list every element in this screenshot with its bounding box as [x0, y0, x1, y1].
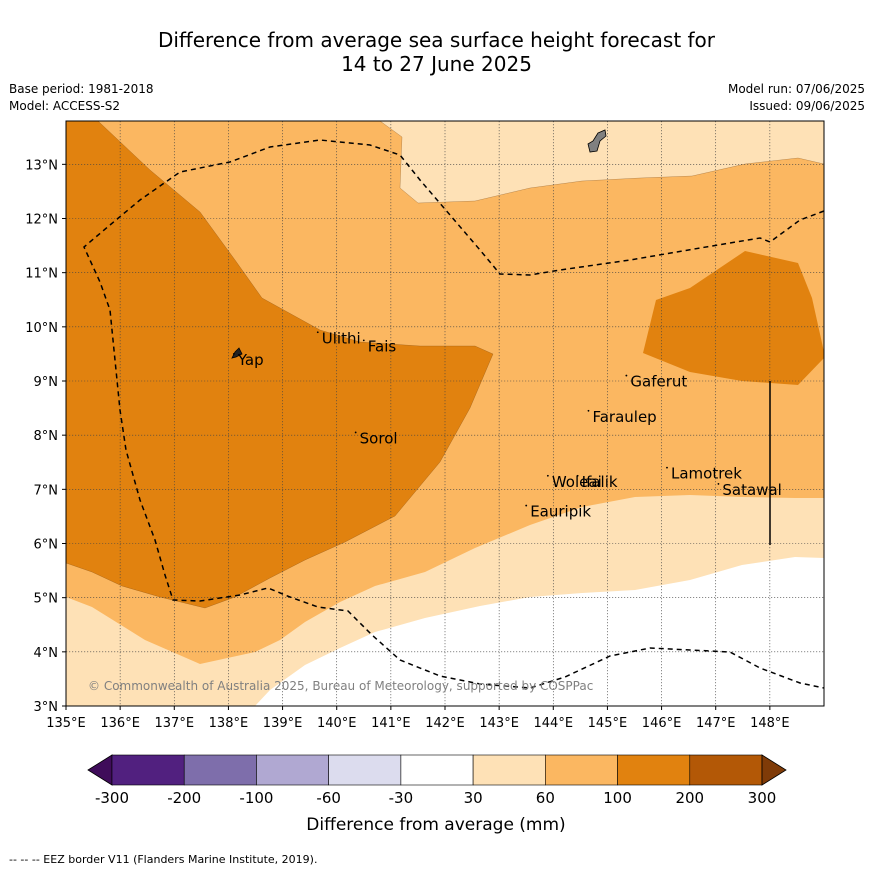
title-line-1: Difference from average sea surface heig… — [157, 28, 716, 52]
issued-text: Issued: 09/06/2025 — [749, 99, 865, 113]
lon-tick-label: 143°E — [479, 716, 519, 731]
lon-tick-label: 146°E — [642, 716, 682, 731]
place-marker — [362, 339, 365, 342]
place-label: Ulithi — [322, 329, 361, 347]
colorbar: -300 -200 -100 -60 -30 30 60 100 200 300 — [87, 754, 787, 807]
lon-tick-label: 138°E — [209, 716, 249, 731]
colorbar-segment — [256, 754, 329, 786]
colorbar-tick-label: -60 — [316, 789, 341, 807]
colorbar-segment — [400, 754, 474, 786]
chart-title: Difference from average sea surface heig… — [0, 28, 873, 76]
lon-tick-label: 135°E — [46, 716, 86, 731]
lon-tick-label: 145°E — [588, 716, 628, 731]
model-text: Model: ACCESS-S2 — [9, 99, 121, 113]
place-labels: Yap Ulithi Fais Gaferut Faraulep Sorol WoleaiI… — [232, 329, 782, 521]
lon-tick-label: 148°E — [750, 716, 790, 731]
meta-right: Model run: 07/06/2025 Issued: 09/06/2025 — [728, 81, 865, 115]
place-label: Gaferut — [630, 373, 687, 391]
place-marker — [232, 353, 235, 355]
yap-island — [231, 347, 243, 359]
colorbar-tick-label: -30 — [389, 789, 414, 807]
colorbar-tick-label: 100 — [603, 789, 632, 807]
colorbar-low-extend — [87, 754, 113, 786]
colorbar-segment — [472, 754, 546, 786]
lon-tick-label: 140°E — [317, 716, 357, 731]
lat-tick-label: 6°N — [34, 538, 59, 553]
place-label: Eauripik — [530, 503, 591, 521]
lat-tick-label: 12°N — [25, 213, 58, 228]
lon-axis: 135°E 136°E 137°E 138°E 139°E 140°E 141°E 142°E… — [46, 706, 790, 731]
place-marker — [576, 474, 579, 477]
place-label: Fais — [368, 337, 397, 355]
colorbar-segment — [689, 754, 763, 786]
place-marker — [316, 331, 319, 334]
contour-100-200-west — [66, 121, 493, 608]
lon-tick-label: 137°E — [155, 716, 195, 731]
place-label: Yap — [237, 351, 264, 369]
eez-border-north — [83, 139, 825, 689]
lat-tick-label: 4°N — [34, 646, 59, 661]
model-run-text: Model run: 07/06/2025 — [727, 82, 865, 96]
guam-island — [587, 129, 607, 153]
lon-tick-label: 147°E — [696, 716, 736, 731]
title-line-2: 14 to 27 June 2025 — [341, 52, 532, 76]
eez-border — [83, 139, 825, 689]
contour-lines — [66, 121, 824, 609]
lat-tick-label: 5°N — [34, 592, 59, 607]
lon-tick-label: 141°E — [371, 716, 411, 731]
lat-tick-label: 11°N — [25, 267, 58, 282]
legend-title: Difference from average (mm) — [306, 815, 565, 835]
lat-tick-label: 9°N — [34, 375, 59, 390]
lon-tick-label: 139°E — [263, 716, 303, 731]
place-marker — [546, 474, 549, 477]
colorbar-tick-label: -300 — [95, 789, 129, 807]
lat-tick-label: 8°N — [34, 429, 59, 444]
lat-axis: 3°N 4°N 5°N 6°N 7°N 8°N 9°N 10°N 11°N 12°N 13°N — [25, 158, 66, 715]
colorbar-segment — [328, 754, 402, 786]
islands — [231, 129, 607, 359]
place-marker — [587, 409, 590, 412]
colorbar-tick-label: 30 — [464, 789, 483, 807]
colorbar-segment — [617, 754, 691, 786]
base-period-text: Base period: 1981-2018 — [9, 82, 154, 96]
colorbar-tick-label: -200 — [167, 789, 201, 807]
place-label: Satawal — [722, 481, 781, 499]
place-marker — [666, 466, 668, 469]
colorbar-segment — [183, 754, 257, 786]
colorbar-high-extend — [761, 754, 787, 786]
colorbar-tick-label: 60 — [536, 789, 555, 807]
place-label: Sorol — [360, 429, 398, 447]
place-marker — [525, 504, 528, 507]
lon-tick-label: 142°E — [425, 716, 465, 731]
eez-footnote: -- -- -- EEZ border V11 (Flanders Marine… — [9, 853, 318, 866]
lon-tick-label: 136°E — [100, 716, 140, 731]
lat-tick-label: 13°N — [25, 158, 58, 173]
contour-100-200-east — [643, 251, 824, 385]
colorbar-tick-label: 200 — [675, 789, 704, 807]
lat-tick-label: 3°N — [34, 700, 59, 715]
place-label: Lamotrek — [671, 465, 742, 483]
colorbar-segment — [545, 754, 618, 786]
place-label: Ifalik — [582, 473, 618, 491]
place-label: Woleai — [552, 473, 602, 491]
colorbar-segment — [111, 754, 185, 786]
colorbar-tick-label: 300 — [748, 789, 777, 807]
place-label: Faraulep — [592, 408, 656, 426]
lon-tick-label: 144°E — [534, 716, 574, 731]
lat-tick-label: 7°N — [34, 483, 59, 498]
colorbar-tick-label: -100 — [239, 789, 273, 807]
copyright-text: © Commonwealth of Australia 2025, Bureau… — [88, 679, 593, 693]
place-marker — [354, 431, 357, 434]
gridlines — [66, 121, 824, 706]
lat-tick-label: 10°N — [25, 321, 58, 336]
place-marker — [625, 374, 628, 377]
meta-left: Base period: 1981-2018 Model: ACCESS-S2 — [9, 81, 154, 115]
place-marker — [717, 483, 720, 485]
